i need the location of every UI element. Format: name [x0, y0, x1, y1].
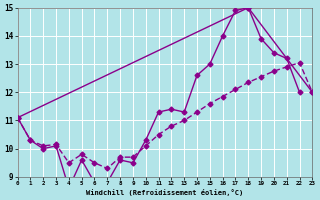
X-axis label: Windchill (Refroidissement éolien,°C): Windchill (Refroidissement éolien,°C): [86, 189, 244, 196]
